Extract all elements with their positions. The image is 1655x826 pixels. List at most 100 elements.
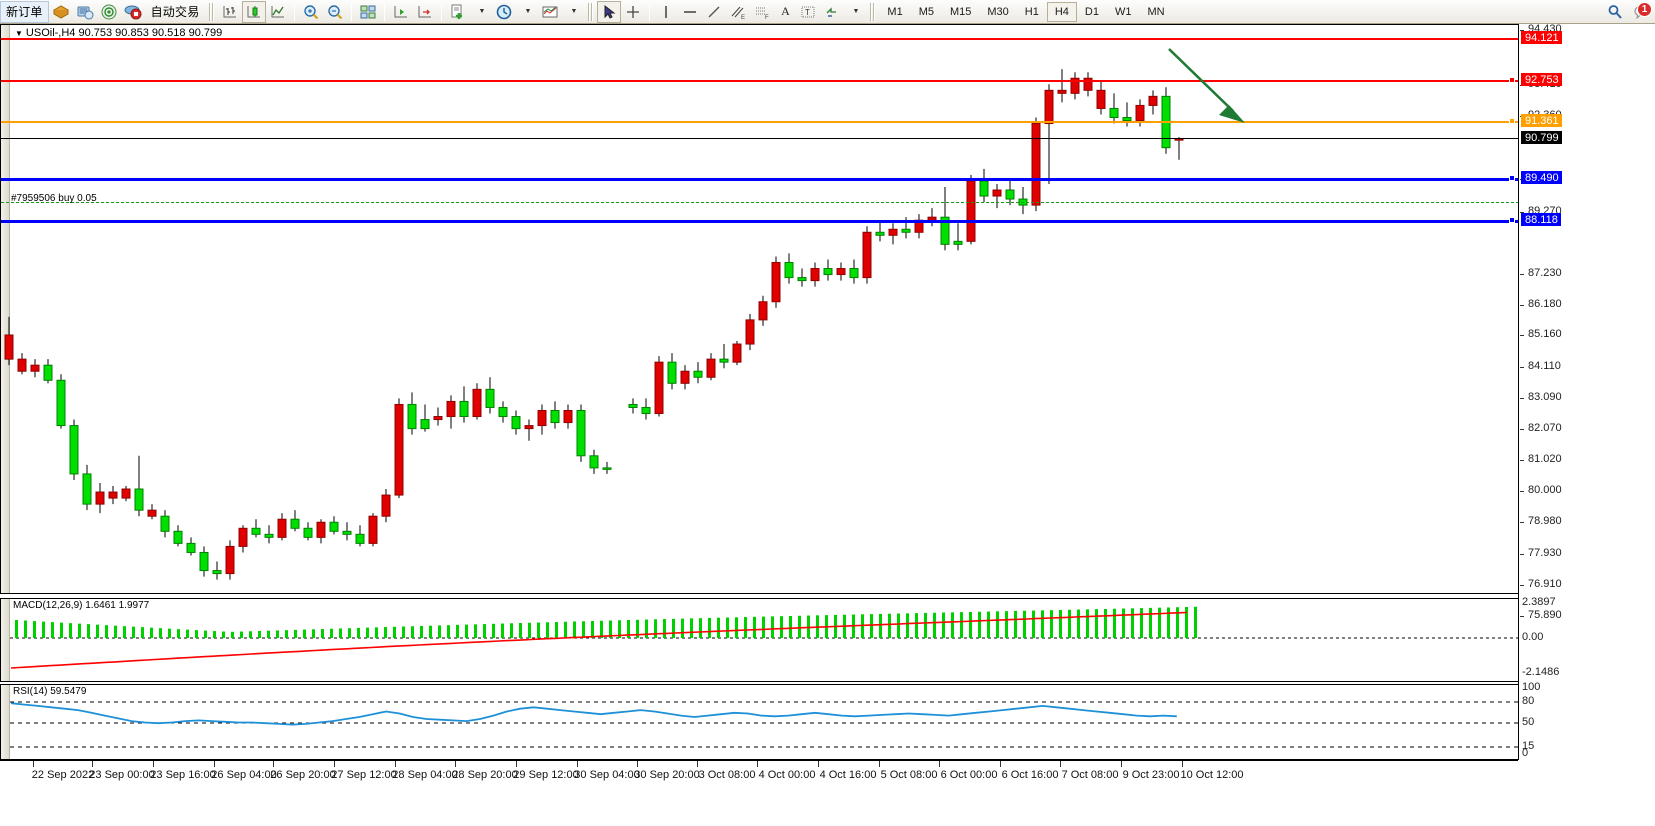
level-handle-92753[interactable] bbox=[1509, 77, 1515, 83]
price-axis-tick: 82.070 bbox=[1520, 422, 1562, 434]
price-tag[interactable]: 91.361 bbox=[1521, 114, 1562, 127]
level-line-91361[interactable] bbox=[1, 121, 1518, 123]
toolbar-sep-5 bbox=[649, 2, 651, 21]
price-tag[interactable]: 90.799 bbox=[1521, 131, 1562, 144]
zoom-out-icon[interactable] bbox=[323, 1, 347, 23]
timeframe-h4[interactable]: H4 bbox=[1046, 1, 1077, 22]
shapes-dropdown-caret[interactable]: ▼ bbox=[852, 8, 860, 15]
time-axis-label: 7 Oct 08:00 bbox=[1061, 769, 1119, 781]
price-axis-tick: 75.890 bbox=[1520, 609, 1562, 621]
toolbar-grip-1[interactable] bbox=[209, 2, 215, 21]
signals-icon[interactable] bbox=[97, 1, 121, 23]
time-axis-label: 26 Sep 20:00 bbox=[270, 769, 336, 781]
add-indicator-icon[interactable] bbox=[446, 1, 470, 23]
level-handle-88118[interactable] bbox=[1509, 217, 1515, 223]
autotrading-button[interactable]: 自动交易 bbox=[145, 1, 206, 23]
order-label: #7959506 buy 0.05 bbox=[11, 193, 97, 204]
time-axis-label: 29 Sep 12:00 bbox=[513, 769, 579, 781]
chart-vertical-scrollbar[interactable] bbox=[1, 25, 10, 593]
chart-title-collapse-icon[interactable]: ▼ bbox=[15, 29, 23, 38]
indicator-dropdown-caret[interactable]: ▼ bbox=[478, 8, 486, 15]
timeframe-m5[interactable]: M5 bbox=[918, 5, 934, 18]
zoom-in-icon[interactable] bbox=[299, 1, 323, 23]
level-line-92753[interactable] bbox=[1, 80, 1518, 82]
level-line-94121[interactable] bbox=[1, 38, 1518, 40]
level-handle-91361[interactable] bbox=[1509, 118, 1515, 124]
price-tag[interactable]: 89.490 bbox=[1521, 171, 1562, 184]
templates-dropdown-caret[interactable]: ▼ bbox=[570, 8, 578, 15]
timeframe-mn[interactable]: MN bbox=[1147, 5, 1165, 18]
horizontal-line-icon[interactable] bbox=[678, 1, 702, 23]
svg-text:F: F bbox=[765, 15, 769, 21]
candlestick-chart-icon[interactable] bbox=[242, 0, 267, 23]
time-axis-label: 28 Sep 04:00 bbox=[392, 769, 458, 781]
macd-axis-tick: 2.3897 bbox=[1522, 596, 1556, 608]
toolbar-sep-2 bbox=[351, 2, 353, 21]
timeframe-m1[interactable]: M1 bbox=[887, 5, 903, 18]
level-line-88118[interactable] bbox=[1, 220, 1518, 223]
period-clock-icon[interactable] bbox=[492, 1, 516, 23]
time-axis-label: 4 Oct 00:00 bbox=[758, 769, 816, 781]
bar-chart-icon[interactable] bbox=[218, 1, 242, 23]
rsi-axis-tick: 50 bbox=[1522, 716, 1535, 728]
chart-title: ▼ USOil-,H4 90.753 90.853 90.518 90.799 bbox=[15, 27, 222, 39]
order-open-price-line[interactable] bbox=[1, 202, 1518, 203]
price-pane[interactable]: ▼ USOil-,H4 90.753 90.853 90.518 90.799 #… bbox=[0, 24, 1518, 594]
time-axis-tick bbox=[637, 761, 638, 767]
trendline-icon[interactable] bbox=[702, 1, 726, 23]
price-axis-tick: 78.980 bbox=[1520, 515, 1562, 527]
text-box-icon[interactable]: T bbox=[796, 1, 820, 23]
period-dropdown-caret[interactable]: ▼ bbox=[524, 8, 532, 15]
tile-windows-icon[interactable] bbox=[356, 1, 380, 23]
price-scale[interactable]: 94.43093.41092.36090.32089.27087.23086.1… bbox=[1518, 23, 1655, 760]
cursor-icon[interactable] bbox=[597, 0, 622, 23]
level-line-89490[interactable] bbox=[1, 178, 1518, 181]
rsi-indicator-label: RSI(14) 59.5479 bbox=[13, 686, 87, 697]
timeframe-h1[interactable]: H1 bbox=[1024, 5, 1039, 18]
new-order-label: 新订单 bbox=[6, 5, 43, 19]
chart-shift-icon[interactable] bbox=[389, 1, 413, 23]
auto-scroll-icon[interactable] bbox=[413, 1, 437, 23]
rsi-pane[interactable]: RSI(14) 59.5479 bbox=[0, 684, 1518, 760]
time-axis-tick bbox=[879, 761, 880, 767]
notifications-icon[interactable]: 1 bbox=[1627, 1, 1655, 23]
svg-text:T: T bbox=[805, 8, 810, 17]
timeframe-d1[interactable]: D1 bbox=[1084, 5, 1099, 18]
macd-axis-tick: 0.00 bbox=[1522, 631, 1544, 643]
time-scale[interactable]: 22 Sep 2022 23 Sep 00:00 23 Sep 16:00 26 Se… bbox=[0, 760, 1518, 790]
macd-indicator-label: MACD(12,26,9) 1.6461 1.9977 bbox=[13, 600, 150, 611]
toolbar-grip-2[interactable] bbox=[588, 2, 594, 21]
terminal-icon[interactable] bbox=[73, 1, 97, 23]
templates-icon[interactable] bbox=[538, 1, 562, 23]
toolbar-grip-3[interactable] bbox=[870, 2, 876, 21]
text-label-icon[interactable]: A bbox=[781, 4, 790, 18]
line-chart-icon[interactable] bbox=[266, 1, 290, 23]
toolbar-sep-1 bbox=[294, 2, 296, 21]
price-tag[interactable]: 92.753 bbox=[1521, 73, 1562, 86]
search-icon[interactable] bbox=[1603, 1, 1627, 23]
vertical-line-icon[interactable] bbox=[654, 1, 678, 23]
equidistant-channel-icon[interactable]: E bbox=[726, 1, 750, 23]
arrows-shapes-icon[interactable] bbox=[820, 1, 844, 23]
data-window-icon[interactable] bbox=[49, 1, 73, 23]
crosshair-icon[interactable] bbox=[621, 1, 645, 23]
time-axis-label: 28 Sep 20:00 bbox=[452, 769, 518, 781]
time-axis-label: 23 Sep 00:00 bbox=[89, 769, 155, 781]
time-axis-label: 23 Sep 16:00 bbox=[150, 769, 216, 781]
autotrading-icon[interactable] bbox=[121, 1, 145, 23]
timeframe-m30[interactable]: M30 bbox=[987, 5, 1009, 18]
time-axis-tick bbox=[214, 761, 215, 767]
toolbar-sep-4 bbox=[441, 2, 443, 21]
chart-area: ▼ USOil-,H4 90.753 90.853 90.518 90.799 #… bbox=[0, 23, 1655, 826]
svg-text:E: E bbox=[741, 15, 745, 21]
price-tag[interactable]: 94.121 bbox=[1521, 31, 1562, 44]
price-axis-tick: 81.020 bbox=[1520, 453, 1562, 465]
price-tag[interactable]: 88.118 bbox=[1521, 213, 1561, 226]
timeframe-w1[interactable]: W1 bbox=[1114, 5, 1132, 18]
timeframe-m15[interactable]: M15 bbox=[949, 5, 972, 18]
fibonacci-icon[interactable]: F bbox=[750, 1, 774, 23]
level-handle-89490[interactable] bbox=[1509, 175, 1515, 181]
new-order-button[interactable]: 新订单 bbox=[0, 0, 49, 23]
macd-pane-grip bbox=[1, 599, 10, 681]
macd-pane[interactable]: MACD(12,26,9) 1.6461 1.9977 bbox=[0, 598, 1518, 682]
